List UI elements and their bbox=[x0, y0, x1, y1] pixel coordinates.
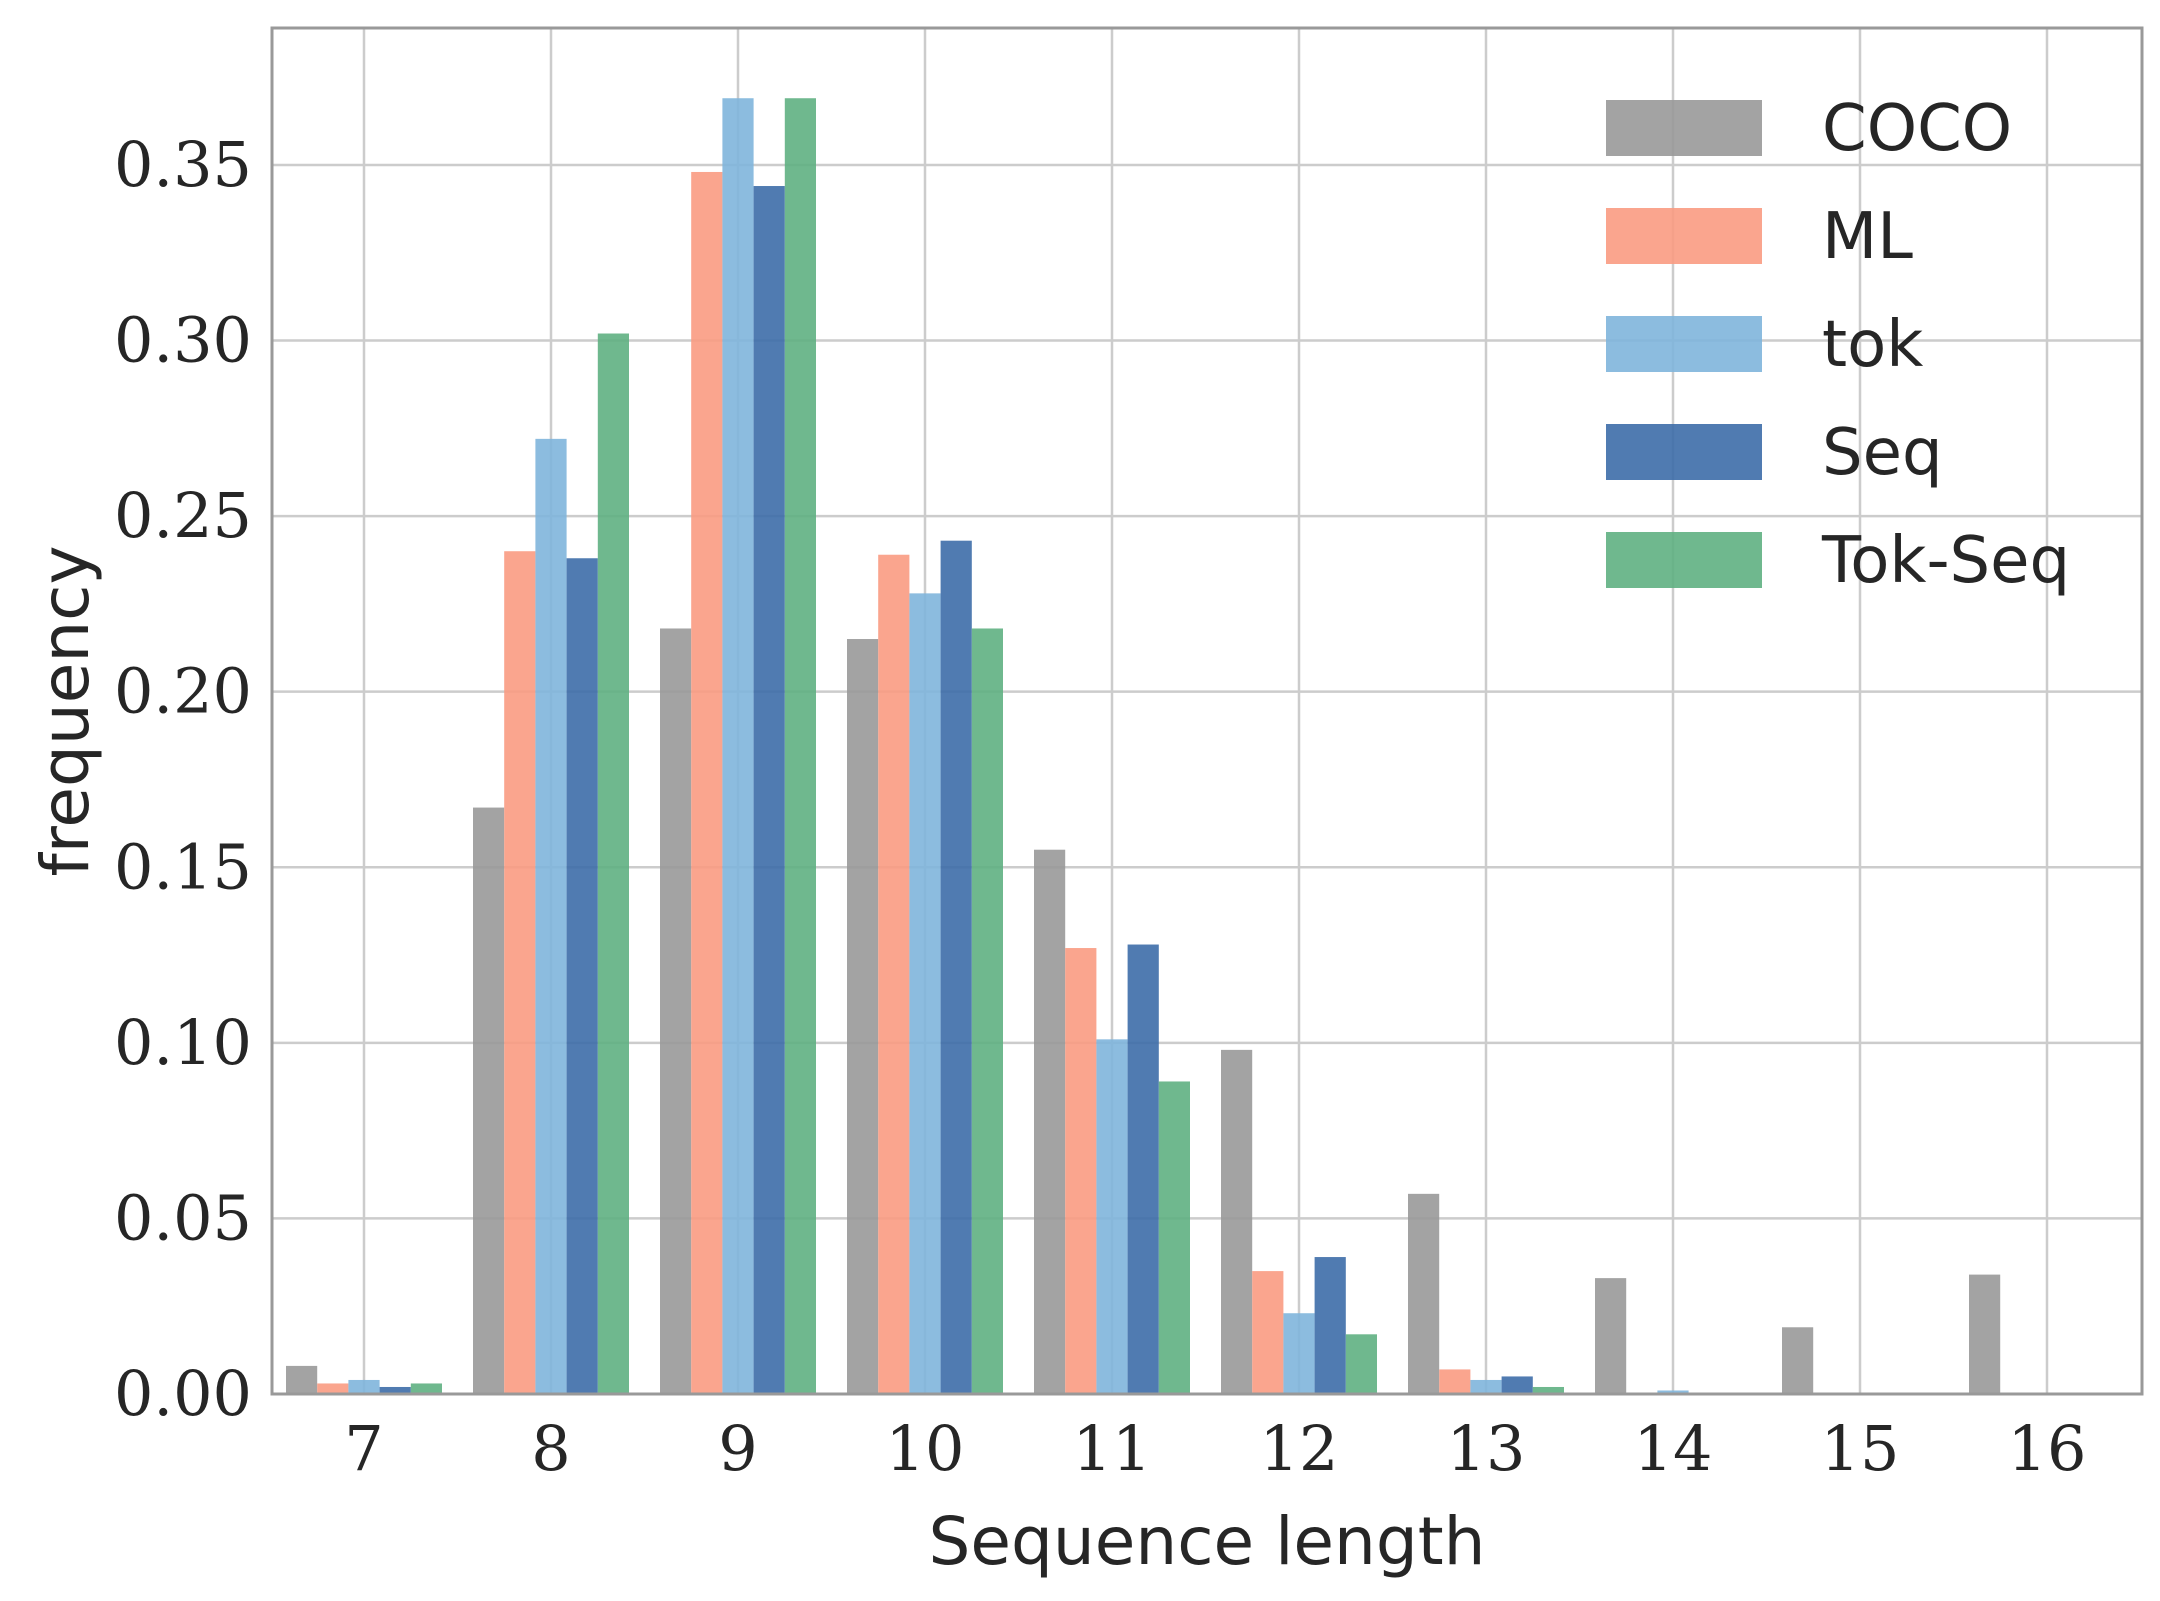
bar-coco-15 bbox=[1782, 1327, 1814, 1394]
bar-tok-14 bbox=[1657, 1390, 1689, 1394]
x-tick-label: 10 bbox=[886, 1412, 965, 1485]
bar-tok-seq-13 bbox=[1532, 1386, 1564, 1394]
bar-seq-7 bbox=[379, 1386, 411, 1394]
x-tick-label: 9 bbox=[718, 1412, 757, 1485]
legend-swatch-ml bbox=[1606, 208, 1762, 264]
legend-swatch-coco bbox=[1606, 100, 1762, 156]
bar-ml-8 bbox=[504, 551, 536, 1394]
legend-label-tok: tok bbox=[1822, 308, 1923, 382]
y-tick-label: 0.00 bbox=[114, 1357, 252, 1430]
x-tick-label: 8 bbox=[531, 1412, 570, 1485]
bar-coco-13 bbox=[1408, 1193, 1440, 1394]
bar-tok-8 bbox=[535, 438, 567, 1394]
bar-seq-9 bbox=[753, 186, 785, 1395]
y-tick-label: 0.30 bbox=[114, 304, 252, 377]
bar-ml-10 bbox=[878, 554, 910, 1394]
legend-swatch-tok-seq bbox=[1606, 532, 1762, 588]
bar-tok-10 bbox=[909, 593, 941, 1394]
legend-swatch-seq bbox=[1606, 424, 1762, 480]
x-tick-label: 7 bbox=[344, 1412, 383, 1485]
bar-tok-seq-8 bbox=[597, 333, 629, 1394]
legend: COCO ML tok Seq Tok-Seq bbox=[1606, 92, 2070, 598]
y-tick-label: 0.25 bbox=[114, 479, 252, 552]
bar-tok-seq-12 bbox=[1345, 1334, 1377, 1394]
bar-tok-12 bbox=[1283, 1313, 1315, 1394]
legend-label-tok-seq: Tok-Seq bbox=[1821, 524, 2070, 598]
y-tick-label: 0.15 bbox=[114, 830, 252, 903]
bar-coco-9 bbox=[660, 628, 692, 1394]
x-tick-label: 12 bbox=[1260, 1412, 1339, 1485]
x-axis-label: Sequence length bbox=[929, 1503, 1486, 1580]
bar-tok-seq-10 bbox=[971, 628, 1003, 1394]
bar-coco-12 bbox=[1221, 1049, 1253, 1394]
y-tick-label: 0.35 bbox=[114, 128, 252, 201]
bar-coco-11 bbox=[1034, 849, 1066, 1394]
bar-tok-13 bbox=[1470, 1379, 1502, 1394]
bar-seq-12 bbox=[1314, 1257, 1346, 1394]
y-tick-label: 0.20 bbox=[114, 655, 252, 728]
y-tick-label: 0.05 bbox=[114, 1181, 252, 1254]
bars-layer bbox=[286, 98, 2001, 1395]
x-tick-label: 11 bbox=[1073, 1412, 1152, 1485]
bar-coco-16 bbox=[1969, 1274, 2001, 1394]
bar-tok-seq-11 bbox=[1158, 1081, 1190, 1394]
bar-tok-seq-9 bbox=[784, 98, 816, 1395]
bar-tok-9 bbox=[722, 98, 754, 1395]
bar-ml-11 bbox=[1065, 948, 1097, 1394]
x-tick-label: 16 bbox=[2008, 1412, 2087, 1485]
bar-tok-seq-7 bbox=[410, 1383, 442, 1394]
bar-ml-12 bbox=[1252, 1271, 1284, 1394]
x-tick-labels: 7 8 9 10 11 12 13 14 15 16 bbox=[344, 1412, 2086, 1485]
x-tick-label: 14 bbox=[1634, 1412, 1713, 1485]
bar-seq-11 bbox=[1127, 944, 1159, 1394]
legend-swatch-tok bbox=[1606, 316, 1762, 372]
legend-label-seq: Seq bbox=[1822, 416, 1943, 490]
plot-frame bbox=[270, 26, 2144, 1396]
bar-coco-14 bbox=[1595, 1278, 1627, 1394]
bar-ml-7 bbox=[317, 1383, 349, 1394]
y-tick-label: 0.10 bbox=[114, 1006, 252, 1079]
bar-coco-10 bbox=[847, 639, 879, 1394]
legend-label-coco: COCO bbox=[1822, 92, 2012, 166]
x-tick-label: 15 bbox=[1821, 1412, 1900, 1485]
bar-coco-7 bbox=[286, 1365, 318, 1394]
y-axis-label: frequency bbox=[27, 545, 104, 876]
bar-tok-7 bbox=[348, 1379, 380, 1394]
legend-label-ml: ML bbox=[1822, 200, 1913, 274]
bar-coco-8 bbox=[473, 807, 505, 1394]
y-tick-labels: 0.00 0.05 0.10 0.15 0.20 0.25 0.30 0.35 bbox=[114, 128, 252, 1430]
bar-ml-13 bbox=[1439, 1369, 1471, 1394]
x-tick-label: 13 bbox=[1447, 1412, 1526, 1485]
bar-tok-11 bbox=[1096, 1039, 1128, 1394]
bar-ml-9 bbox=[691, 171, 723, 1395]
bar-seq-13 bbox=[1501, 1376, 1533, 1394]
bar-seq-8 bbox=[566, 558, 598, 1394]
bar-seq-10 bbox=[940, 540, 972, 1394]
